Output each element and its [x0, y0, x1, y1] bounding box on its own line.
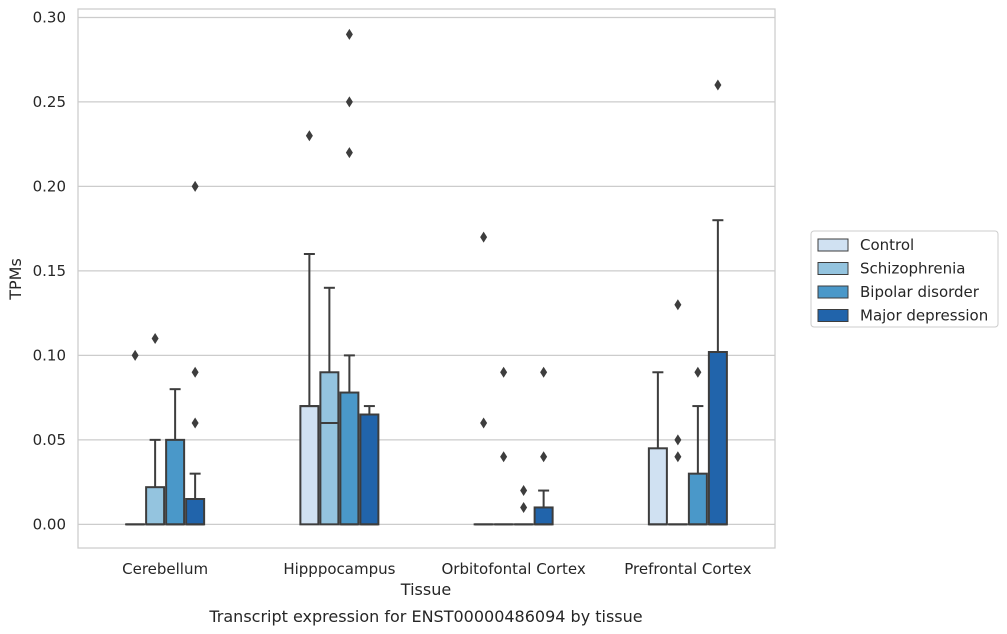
y-tick-label: 0.00	[33, 515, 66, 533]
legend-swatch	[817, 262, 849, 275]
y-tick-label: 0.30	[33, 8, 66, 26]
box-bipolar-disorder	[513, 485, 534, 526]
outlier-point	[674, 434, 682, 446]
legend-label: Major depression	[860, 307, 988, 325]
box-control	[125, 349, 146, 526]
outlier-point	[345, 96, 353, 108]
box-major-depression	[359, 405, 380, 526]
outlier-point	[500, 451, 508, 463]
outlier-point	[345, 147, 353, 159]
x-tick-label: Prefrontal Cortex	[624, 560, 751, 578]
box-iqr	[339, 391, 360, 526]
x-tick-label: Cerebellum	[122, 560, 208, 578]
box-bipolar-disorder	[687, 366, 708, 526]
outlier-point	[191, 366, 199, 378]
x-tick-label: Hipppocampus	[283, 560, 395, 578]
outlier-point	[151, 332, 159, 344]
outlier-point	[674, 451, 682, 463]
legend-swatch	[817, 238, 849, 252]
outlier-point	[520, 485, 528, 497]
x-axis-title: Tissue	[400, 580, 451, 599]
outlier-point	[540, 451, 548, 463]
y-tick-label: 0.15	[33, 262, 66, 280]
legend-label: Schizophrenia	[860, 260, 965, 278]
outlier-point	[714, 79, 722, 91]
box-iqr	[359, 413, 380, 526]
box-iqr	[185, 498, 206, 526]
box-control	[647, 371, 668, 526]
box-iqr	[165, 438, 186, 526]
box-iqr	[707, 351, 728, 526]
legend: Control Schizophrenia Bipolar disorder Majo…	[810, 230, 999, 328]
x-tick-label: Orbitofontal Cortex	[442, 560, 586, 578]
box-iqr	[299, 405, 320, 526]
box-iqr	[145, 486, 166, 526]
box-bipolar-disorder	[165, 388, 186, 526]
outlier-point	[480, 417, 488, 429]
y-tick-label: 0.05	[33, 431, 66, 449]
box-control	[473, 231, 494, 526]
outlier-point	[674, 299, 682, 311]
legend-label: Control	[860, 236, 914, 254]
box-major-depression	[707, 79, 728, 526]
legend-frame	[810, 230, 999, 328]
box-iqr	[533, 506, 554, 526]
x-tick-labels: Cerebellum Hipppocampus Orbitofontal Corte…	[122, 560, 751, 578]
outlier-point	[480, 231, 488, 243]
legend-label: Bipolar disorder	[860, 283, 980, 301]
box-schizophrenia	[493, 366, 514, 526]
box-major-depression	[185, 180, 206, 526]
box-schizophrenia	[145, 332, 166, 526]
legend-swatch	[817, 309, 849, 322]
box-control	[299, 130, 320, 526]
box-major-depression	[533, 366, 554, 526]
figure-caption: Transcript expression for ENST0000048609…	[208, 607, 642, 626]
y-axis-title: TPMs	[6, 258, 25, 301]
outlier-point	[694, 366, 702, 378]
outlier-point	[500, 366, 508, 378]
box-iqr	[319, 371, 340, 526]
plot-area-frame	[77, 8, 776, 549]
y-tick-label: 0.20	[33, 177, 66, 195]
box-schizophrenia	[667, 299, 688, 526]
outlier-point	[131, 349, 139, 361]
boxes	[125, 28, 728, 526]
box-iqr	[647, 447, 668, 526]
outlier-point	[191, 180, 199, 192]
box-bipolar-disorder	[339, 28, 360, 526]
box-schizophrenia	[319, 286, 340, 526]
outlier-point	[520, 501, 528, 513]
y-tick-label: 0.10	[33, 346, 66, 364]
outlier-point	[191, 417, 199, 429]
outlier-point	[305, 130, 313, 142]
outlier-point	[540, 366, 548, 378]
legend-swatch	[817, 285, 849, 299]
y-tick-label: 0.25	[33, 93, 66, 111]
y-tick-labels: 0.00 0.05 0.10 0.15 0.20 0.25 0.30	[33, 8, 66, 533]
box-iqr	[687, 472, 708, 526]
outlier-point	[345, 28, 353, 40]
